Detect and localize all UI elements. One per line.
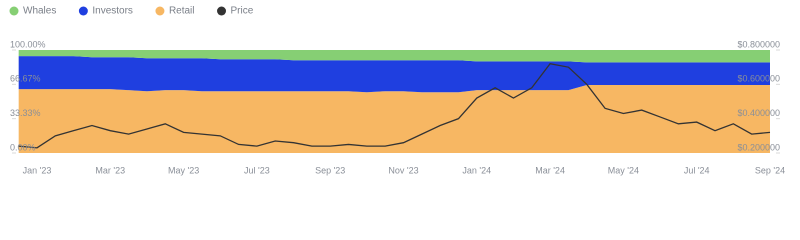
legend-item: Retail — [155, 6, 195, 17]
y-tick-label: 66.67% — [10, 74, 41, 84]
x-tick-label: Jul '23 — [244, 165, 270, 175]
legend-label: Whales — [23, 6, 56, 17]
x-tick-label: May '24 — [608, 165, 639, 175]
x-tick-label: Sep '24 — [755, 165, 785, 175]
legend-swatch — [78, 6, 88, 16]
area — [18, 56, 771, 93]
legend-swatch — [217, 6, 227, 16]
chart: Whales Investors Retail Price 0.00% 33.33% 66.… — [9, 6, 785, 175]
legend-swatch — [9, 6, 19, 16]
legend-label: Price — [231, 6, 254, 17]
legend-swatch — [155, 6, 165, 16]
x-tick-label: Jan '24 — [462, 165, 491, 175]
x-tick-label: Jul '24 — [684, 165, 710, 175]
y-tick-label: 0.00% — [10, 142, 36, 152]
page: Whales Investors Retail Price 0.00% 33.33% 66.… — [9, 5, 786, 176]
legend-item: Whales — [9, 6, 56, 17]
y-tick-label: 100.00% — [10, 39, 46, 49]
area — [18, 50, 771, 63]
x-tick-label: Mar '24 — [535, 165, 565, 175]
y-tick-label: 33.33% — [10, 108, 41, 118]
price-line — [18, 63, 771, 149]
area — [18, 85, 771, 153]
x-tick-label: May '23 — [168, 165, 199, 175]
legend-item: Price — [217, 6, 254, 17]
x-tick-label: Sep '23 — [315, 165, 345, 175]
x-tick-label: Mar '23 — [95, 165, 125, 175]
y2-tick-label: $0.800000 — [737, 39, 780, 49]
y2-tick-label: $0.600000 — [737, 74, 780, 84]
x-tick-label: Nov '23 — [388, 165, 418, 175]
y2-tick-label: $0.400000 — [737, 108, 780, 118]
legend-label: Retail — [169, 6, 195, 17]
x-tick-label: Jan '23 — [23, 165, 52, 175]
y2-tick-label: $0.200000 — [737, 142, 780, 152]
legend-item: Investors — [78, 6, 133, 17]
legend-label: Investors — [92, 6, 133, 17]
